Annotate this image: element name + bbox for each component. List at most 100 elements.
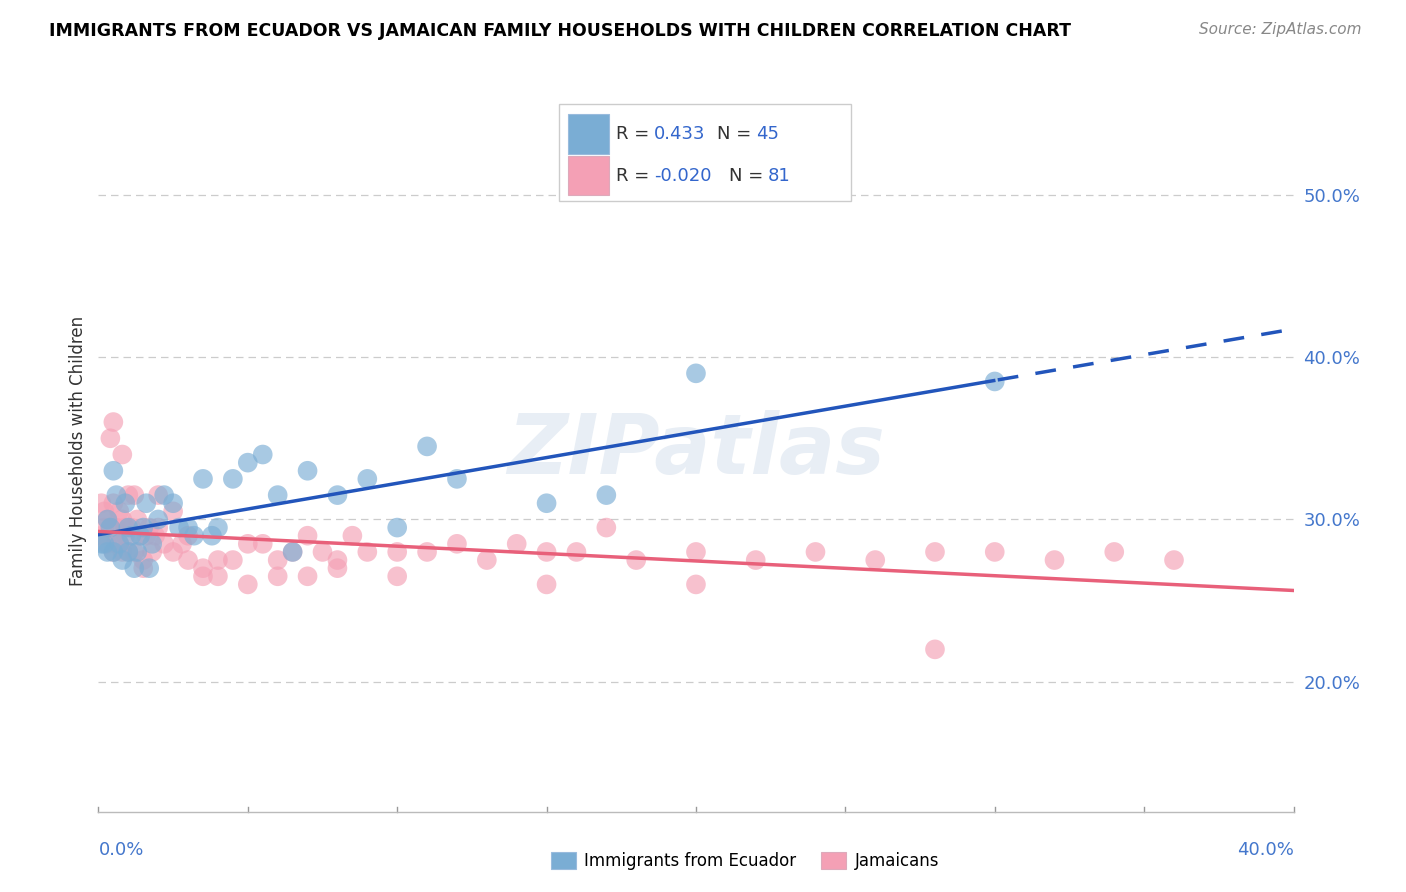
Point — [105, 537, 128, 551]
Point — [153, 537, 176, 551]
Point — [207, 569, 229, 583]
Point — [111, 512, 134, 526]
Point — [685, 577, 707, 591]
Point — [177, 553, 200, 567]
Point — [326, 488, 349, 502]
Point — [416, 439, 439, 453]
Point — [475, 553, 498, 567]
FancyBboxPatch shape — [558, 103, 852, 202]
Point — [745, 553, 768, 567]
Point — [103, 496, 125, 510]
Point — [191, 569, 214, 583]
Point — [804, 545, 827, 559]
Point — [129, 529, 152, 543]
Point — [297, 529, 319, 543]
Point — [117, 488, 139, 502]
Point — [536, 545, 558, 559]
Point — [114, 520, 136, 534]
Point — [132, 553, 155, 567]
Point — [177, 529, 200, 543]
Point — [222, 553, 245, 567]
Point — [685, 367, 707, 381]
Text: ZIPatlas: ZIPatlas — [508, 410, 884, 491]
Text: IMMIGRANTS FROM ECUADOR VS JAMAICAN FAMILY HOUSEHOLDS WITH CHILDREN CORRELATION : IMMIGRANTS FROM ECUADOR VS JAMAICAN FAMI… — [49, 22, 1071, 40]
Point — [595, 488, 617, 502]
Point — [111, 545, 134, 559]
Point — [984, 375, 1007, 389]
Point — [105, 488, 128, 502]
Point — [685, 545, 707, 559]
Point — [565, 545, 588, 559]
Point — [385, 569, 409, 583]
FancyBboxPatch shape — [568, 114, 609, 153]
Point — [536, 496, 558, 510]
Point — [117, 545, 139, 559]
Point — [167, 520, 190, 534]
Point — [236, 456, 259, 470]
Point — [114, 529, 136, 543]
Point — [311, 545, 333, 559]
Point — [141, 545, 163, 559]
Point — [162, 496, 184, 510]
Point — [96, 512, 118, 526]
Point — [138, 561, 160, 575]
Point — [124, 488, 146, 502]
Point — [108, 537, 131, 551]
Point — [141, 537, 163, 551]
Text: 0.433: 0.433 — [654, 125, 706, 143]
Point — [138, 520, 160, 534]
Point — [297, 464, 319, 478]
Point — [90, 537, 112, 551]
Text: N =: N = — [730, 167, 769, 185]
Point — [536, 577, 558, 591]
Point — [281, 545, 304, 559]
Point — [103, 415, 125, 429]
Point — [148, 488, 170, 502]
Point — [162, 504, 184, 518]
Point — [96, 512, 118, 526]
Point — [191, 472, 214, 486]
Point — [506, 537, 529, 551]
Point — [201, 529, 224, 543]
Point — [129, 529, 152, 543]
Point — [924, 642, 946, 657]
Text: R =: R = — [616, 167, 655, 185]
Point — [120, 529, 142, 543]
Point — [416, 545, 439, 559]
Point — [326, 553, 349, 567]
Point — [207, 553, 229, 567]
Text: 45: 45 — [756, 125, 779, 143]
Point — [127, 545, 149, 559]
Point — [90, 496, 112, 510]
Point — [1043, 553, 1066, 567]
Point — [626, 553, 648, 567]
Point — [595, 520, 617, 534]
Point — [114, 496, 136, 510]
Point — [446, 472, 468, 486]
Point — [385, 520, 409, 534]
Point — [105, 520, 128, 534]
Point — [446, 537, 468, 551]
Point — [93, 520, 115, 534]
Point — [267, 488, 290, 502]
Point — [385, 545, 409, 559]
Point — [297, 569, 319, 583]
Point — [207, 520, 229, 534]
Point — [96, 537, 118, 551]
Text: N =: N = — [717, 125, 758, 143]
Text: Source: ZipAtlas.com: Source: ZipAtlas.com — [1198, 22, 1361, 37]
Point — [103, 545, 125, 559]
Point — [93, 537, 115, 551]
Point — [143, 529, 166, 543]
Point — [183, 529, 205, 543]
FancyBboxPatch shape — [568, 156, 609, 195]
Text: R =: R = — [616, 125, 655, 143]
Point — [120, 520, 142, 534]
Point — [132, 561, 155, 575]
Point — [148, 512, 170, 526]
Point — [132, 520, 155, 534]
Point — [865, 553, 887, 567]
Point — [191, 561, 214, 575]
Point — [148, 520, 170, 534]
Point — [117, 520, 139, 534]
